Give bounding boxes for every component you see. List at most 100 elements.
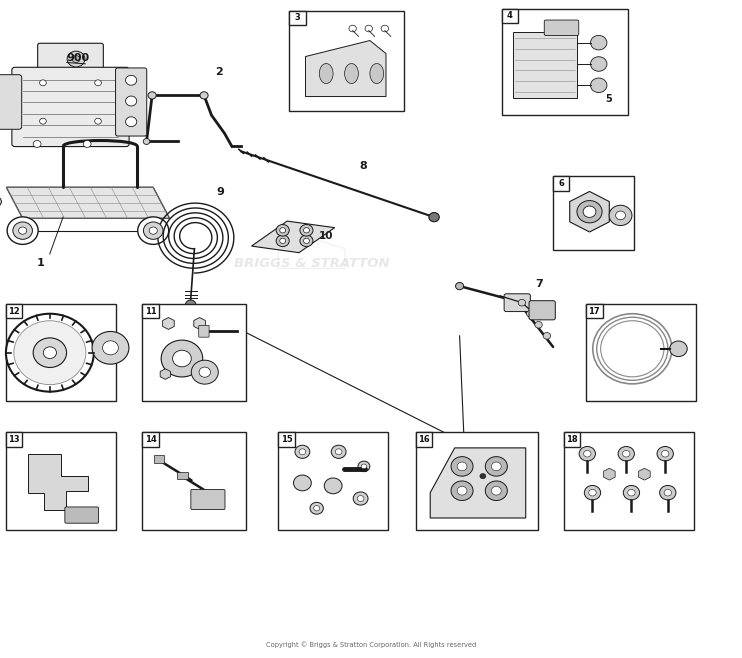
FancyBboxPatch shape (38, 43, 103, 74)
Bar (553, 176, 569, 191)
FancyBboxPatch shape (504, 293, 531, 311)
Circle shape (583, 206, 596, 217)
Bar (416, 432, 432, 447)
Circle shape (335, 449, 342, 455)
Circle shape (161, 340, 203, 377)
Circle shape (527, 311, 534, 317)
Circle shape (451, 457, 473, 476)
Circle shape (585, 486, 601, 500)
Circle shape (518, 299, 525, 306)
Circle shape (589, 490, 597, 496)
Bar (502, 9, 518, 23)
Text: 900: 900 (66, 53, 90, 63)
Ellipse shape (344, 64, 358, 84)
Bar (416, 432, 538, 530)
Text: 10: 10 (319, 230, 334, 241)
Circle shape (39, 118, 46, 124)
Polygon shape (160, 369, 171, 380)
Circle shape (361, 464, 367, 468)
Bar (177, 472, 188, 480)
Polygon shape (28, 454, 88, 510)
Circle shape (300, 224, 313, 236)
Circle shape (591, 57, 607, 71)
Circle shape (664, 490, 672, 496)
FancyBboxPatch shape (199, 325, 209, 337)
Circle shape (276, 235, 289, 247)
FancyBboxPatch shape (545, 20, 579, 36)
Polygon shape (570, 191, 609, 232)
Ellipse shape (370, 64, 384, 84)
Bar (586, 304, 696, 401)
Circle shape (669, 341, 687, 357)
Text: 8: 8 (360, 161, 367, 171)
Text: 2: 2 (215, 67, 223, 78)
Circle shape (618, 447, 634, 461)
Circle shape (95, 80, 102, 86)
Circle shape (0, 197, 1, 207)
Text: 3: 3 (295, 13, 301, 22)
Circle shape (191, 360, 218, 384)
Circle shape (33, 140, 41, 147)
Text: 17: 17 (588, 307, 600, 316)
Circle shape (125, 76, 137, 86)
Circle shape (628, 490, 635, 496)
Polygon shape (7, 188, 169, 218)
Circle shape (186, 300, 196, 309)
Circle shape (276, 224, 289, 236)
Circle shape (310, 502, 324, 514)
Polygon shape (194, 318, 206, 330)
Bar (289, 11, 404, 111)
Text: 14: 14 (145, 435, 157, 444)
Circle shape (13, 222, 33, 240)
Circle shape (14, 320, 86, 385)
Circle shape (125, 96, 137, 106)
Polygon shape (513, 32, 577, 98)
Circle shape (173, 350, 191, 367)
Text: 18: 18 (566, 435, 578, 444)
Circle shape (331, 445, 346, 459)
Circle shape (92, 332, 129, 364)
Circle shape (19, 227, 27, 234)
Circle shape (324, 478, 342, 494)
Text: 16: 16 (418, 435, 430, 444)
Circle shape (365, 25, 372, 32)
Bar (6, 432, 116, 530)
Bar (553, 176, 634, 250)
Polygon shape (252, 221, 335, 253)
Circle shape (591, 78, 607, 93)
Circle shape (294, 475, 312, 491)
Bar (586, 304, 603, 318)
Circle shape (451, 481, 473, 501)
Circle shape (357, 495, 364, 501)
Circle shape (480, 474, 486, 479)
Bar (142, 432, 159, 447)
Circle shape (39, 80, 46, 86)
Circle shape (102, 341, 119, 355)
Text: 1: 1 (37, 258, 45, 268)
Circle shape (457, 486, 467, 495)
Bar (289, 11, 306, 25)
Circle shape (125, 117, 137, 126)
Text: 12: 12 (8, 307, 20, 316)
Circle shape (280, 238, 286, 243)
Bar (142, 432, 246, 530)
Bar (278, 432, 295, 447)
Circle shape (149, 227, 157, 234)
Text: 11: 11 (145, 307, 157, 316)
Circle shape (623, 486, 640, 500)
Bar (142, 304, 246, 401)
Bar (6, 304, 116, 401)
Circle shape (456, 282, 464, 290)
Text: 9: 9 (217, 188, 224, 197)
FancyBboxPatch shape (529, 301, 555, 320)
Circle shape (68, 51, 85, 67)
Circle shape (200, 91, 208, 99)
FancyBboxPatch shape (12, 67, 129, 147)
Circle shape (623, 451, 630, 457)
Circle shape (199, 367, 211, 377)
Bar (154, 455, 164, 463)
Circle shape (429, 213, 439, 222)
Circle shape (457, 462, 467, 470)
Text: 6: 6 (558, 179, 564, 188)
Text: 4: 4 (507, 11, 513, 20)
